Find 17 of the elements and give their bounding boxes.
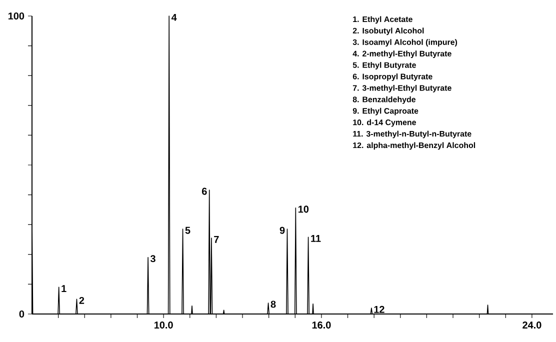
annotation: 1	[62, 285, 66, 292]
annotation: 9	[280, 226, 285, 234]
annotation: 11	[311, 235, 321, 242]
x-tick-label: 24.0	[522, 322, 542, 329]
y-tick-label: 0	[19, 310, 24, 318]
annotation: 4	[171, 14, 177, 21]
annotation: 3	[150, 255, 156, 262]
x-tick-label: 10.0	[154, 322, 173, 329]
annotation: 5	[185, 226, 190, 234]
x-tick-label: 16.0	[312, 322, 331, 329]
annotation: 10	[298, 206, 309, 213]
annotation: 12	[374, 306, 384, 313]
annotation: 8	[270, 300, 276, 308]
annotation: 2	[79, 296, 84, 304]
annotation: 6	[202, 188, 207, 195]
annotation: 7	[214, 236, 219, 243]
y-tick-label: 100	[8, 12, 24, 20]
